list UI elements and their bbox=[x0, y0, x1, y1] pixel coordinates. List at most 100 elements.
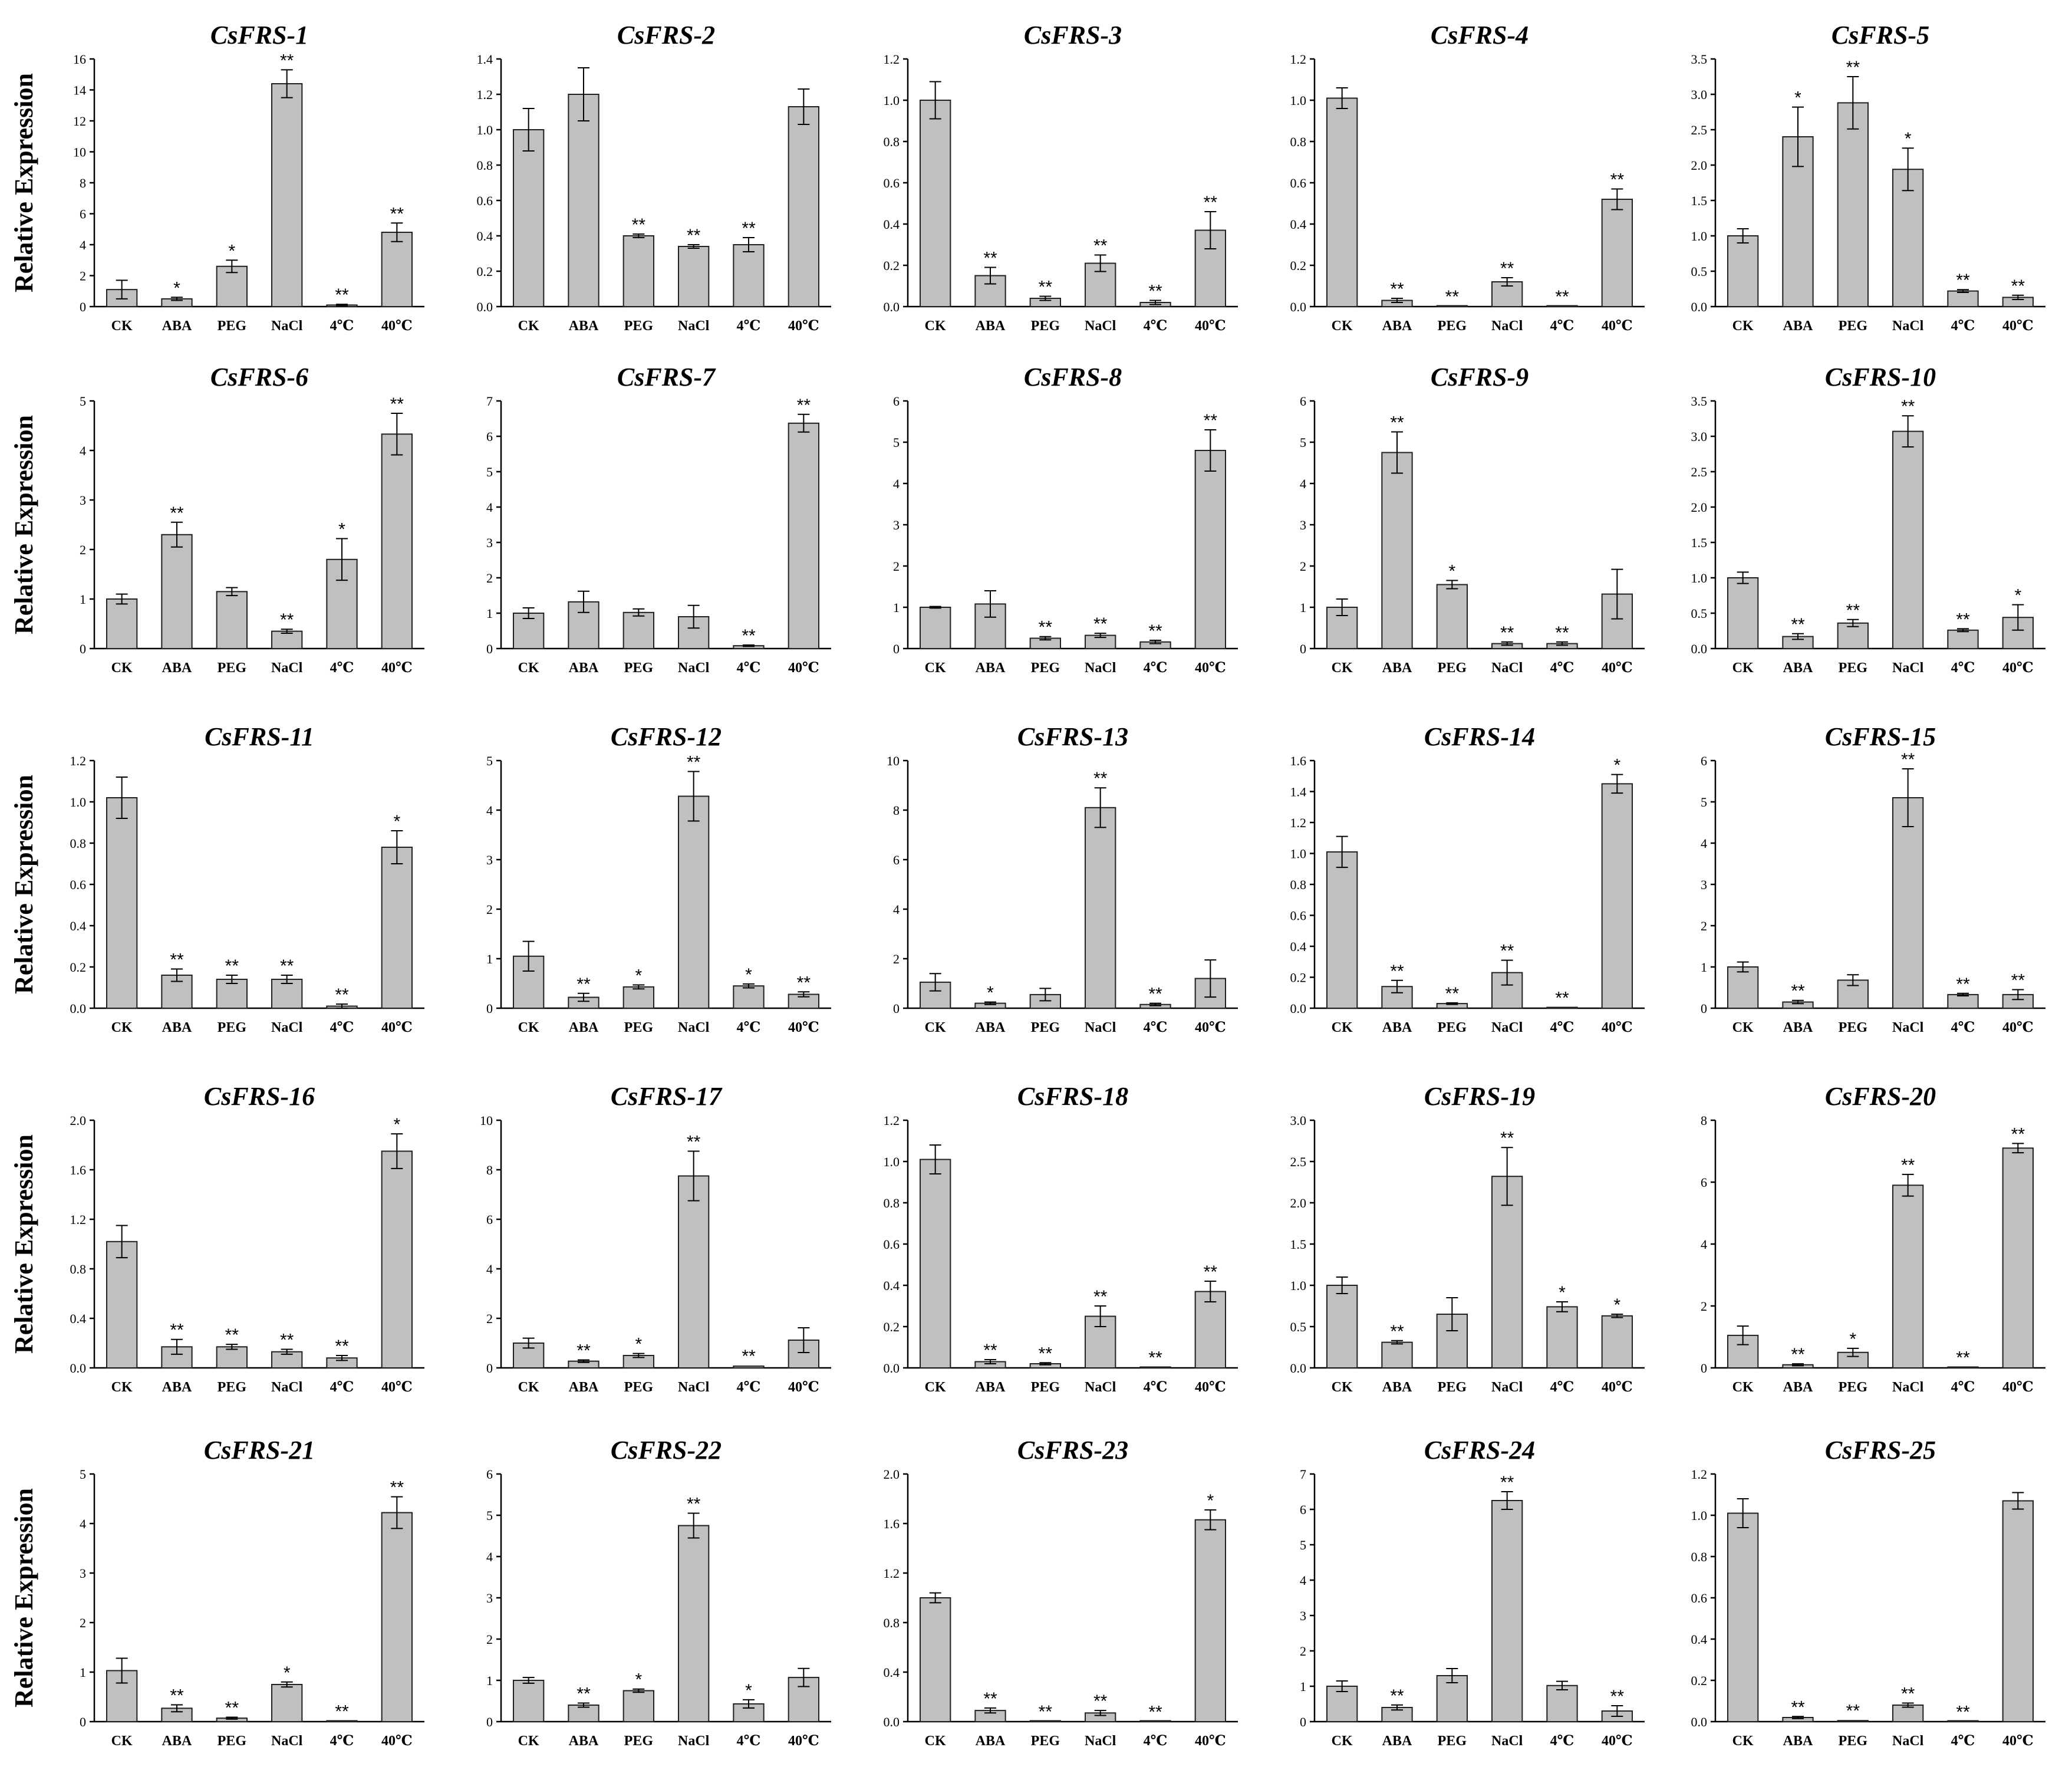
chart23-title: CsFRS-23 bbox=[1017, 1436, 1128, 1465]
chart18-ytick-label: 0.2 bbox=[884, 1320, 900, 1334]
chart6-bar-1 bbox=[106, 598, 138, 649]
chart22-ytick-label: 1 bbox=[486, 1673, 493, 1688]
chart2-ytick-label: 0.6 bbox=[477, 193, 493, 208]
chart23-significance-3: ** bbox=[1039, 1702, 1053, 1722]
chart10-significance-5: ** bbox=[1956, 610, 1970, 629]
chart23-bar-5 bbox=[1139, 1720, 1171, 1722]
chart21-significance-6: ** bbox=[390, 1478, 404, 1498]
chart22-significance-5: * bbox=[745, 1681, 752, 1700]
chart14-category-label: PEG bbox=[1438, 1020, 1467, 1035]
chart1-significance-6: ** bbox=[390, 204, 404, 223]
chart1-title: CsFRS-1 bbox=[210, 21, 308, 50]
chart21-ytick-label: 1 bbox=[80, 1665, 86, 1680]
chart12-category-label: CK bbox=[518, 1020, 539, 1035]
chart5-ytick-label: 1.0 bbox=[1691, 229, 1708, 244]
chart11-category-label: CK bbox=[111, 1020, 133, 1035]
chart19-ytick-label: 2.0 bbox=[1290, 1196, 1307, 1210]
chart12-ytick-label: 2 bbox=[486, 902, 493, 917]
chart16-category-label: ABA bbox=[162, 1380, 192, 1395]
chart9-ytick-label: 0 bbox=[1300, 641, 1306, 656]
chart8-significance-5: ** bbox=[1148, 621, 1162, 641]
chart21-y-axis-label: Relative Expression bbox=[9, 1488, 38, 1707]
chart5-significance-3: ** bbox=[1846, 58, 1860, 77]
chart16-ytick-label: 0.8 bbox=[70, 1262, 87, 1276]
chart3-significance-4: ** bbox=[1093, 236, 1108, 256]
chart4-ytick-label: 0.4 bbox=[1290, 217, 1307, 232]
chart9-bar-2 bbox=[1381, 452, 1413, 649]
chart14-ytick-label: 0.8 bbox=[1290, 877, 1307, 892]
chart11-ytick-label: 0.0 bbox=[70, 1001, 87, 1016]
chart17-significance-3: * bbox=[635, 1335, 642, 1354]
chart8-category-label: ABA bbox=[976, 660, 1006, 676]
chart13-ytick-label: 10 bbox=[887, 754, 900, 768]
chart24-category-label: NaCl bbox=[1491, 1733, 1523, 1749]
chart25-ytick-label: 0.6 bbox=[1691, 1591, 1708, 1605]
chart22-category-label: ABA bbox=[569, 1733, 599, 1749]
chart5-title: CsFRS-5 bbox=[1831, 21, 1929, 50]
chart2-ytick-label: 1.2 bbox=[477, 87, 493, 102]
chart2-category-label: ABA bbox=[569, 318, 599, 334]
chart17-ytick-label: 4 bbox=[486, 1262, 493, 1276]
chart18-significance-4: ** bbox=[1093, 1287, 1108, 1307]
chart6-ytick-label: 4 bbox=[80, 443, 86, 458]
chart19-significance-4: ** bbox=[1500, 1128, 1514, 1148]
chart2-significance-5: ** bbox=[742, 219, 756, 238]
chart9-category-label: 40℃ bbox=[1602, 660, 1633, 676]
chart19-ytick-label: 1.5 bbox=[1290, 1237, 1307, 1252]
chart3-category-label: 40℃ bbox=[1195, 318, 1226, 334]
chart23-ytick-label: 0.0 bbox=[884, 1715, 900, 1729]
chart1-category-label: NaCl bbox=[271, 318, 303, 334]
chart10-ytick-label: 0.0 bbox=[1691, 641, 1708, 656]
chart18-ytick-label: 0.8 bbox=[884, 1196, 900, 1210]
chart22-significance-3: * bbox=[635, 1670, 642, 1690]
chart22-category-label: 40℃ bbox=[788, 1733, 819, 1749]
chart18-significance-5: ** bbox=[1148, 1348, 1162, 1368]
chart14-category-label: 4℃ bbox=[1550, 1020, 1574, 1035]
chart3-ytick-label: 1.0 bbox=[884, 93, 900, 108]
chart12-ytick-label: 4 bbox=[486, 803, 493, 818]
chart8-ytick-label: 0 bbox=[893, 641, 900, 656]
chart25-category-label: PEG bbox=[1839, 1733, 1868, 1749]
chart7-bar-2 bbox=[568, 601, 599, 649]
chart17-significance-5: ** bbox=[742, 1347, 756, 1366]
chart6-bar-2 bbox=[161, 534, 193, 649]
chart2-ytick-label: 1.0 bbox=[477, 123, 493, 137]
chart4-significance-6: ** bbox=[1610, 170, 1625, 190]
chart11-bar-1 bbox=[106, 797, 138, 1009]
chart22-ytick-label: 4 bbox=[486, 1549, 493, 1564]
chart11-significance-2: ** bbox=[170, 950, 184, 970]
chart9-ytick-label: 1 bbox=[1300, 600, 1306, 615]
chart7-bar-3 bbox=[622, 611, 654, 650]
chart7-significance-5: ** bbox=[742, 626, 756, 646]
chart18-category-label: NaCl bbox=[1085, 1380, 1116, 1395]
chart19-ytick-label: 1.0 bbox=[1290, 1278, 1307, 1293]
chart6-ytick-label: 2 bbox=[80, 542, 86, 557]
chart14-significance-4: ** bbox=[1500, 942, 1514, 961]
chart1-category-label: ABA bbox=[162, 318, 192, 334]
chart11-bar-4 bbox=[271, 979, 303, 1009]
chart14-ytick-label: 1.0 bbox=[1290, 847, 1307, 861]
chart3-category-label: PEG bbox=[1031, 318, 1060, 334]
chart12-significance-2: ** bbox=[577, 975, 591, 994]
chart15-ytick-label: 5 bbox=[1701, 795, 1707, 810]
chart21-category-label: PEG bbox=[218, 1733, 247, 1749]
chart24-ytick-label: 1 bbox=[1300, 1679, 1306, 1694]
chart17-ytick-label: 0 bbox=[486, 1361, 493, 1376]
chart1-category-label: 4℃ bbox=[330, 318, 354, 334]
chart18-category-label: 4℃ bbox=[1144, 1380, 1168, 1395]
chart10-ytick-label: 1.0 bbox=[1691, 571, 1708, 585]
chart6-ytick-label: 1 bbox=[80, 592, 86, 607]
chart15-bar-5 bbox=[1947, 993, 1979, 1009]
chart11-category-label: 40℃ bbox=[381, 1020, 413, 1035]
chart20-category-label: CK bbox=[1732, 1380, 1754, 1395]
chart10-bar-4 bbox=[1892, 430, 1924, 649]
chart8-ytick-label: 2 bbox=[893, 559, 900, 574]
chart22-bar-2 bbox=[568, 1705, 599, 1722]
chart25-bar-3 bbox=[1837, 1720, 1869, 1722]
chart7-ytick-label: 5 bbox=[486, 465, 493, 479]
chart3-significance-5: ** bbox=[1148, 282, 1162, 301]
chart10-ytick-label: 3.0 bbox=[1691, 429, 1708, 444]
chart4-significance-4: ** bbox=[1500, 259, 1514, 278]
chart8-ytick-label: 3 bbox=[893, 518, 900, 532]
